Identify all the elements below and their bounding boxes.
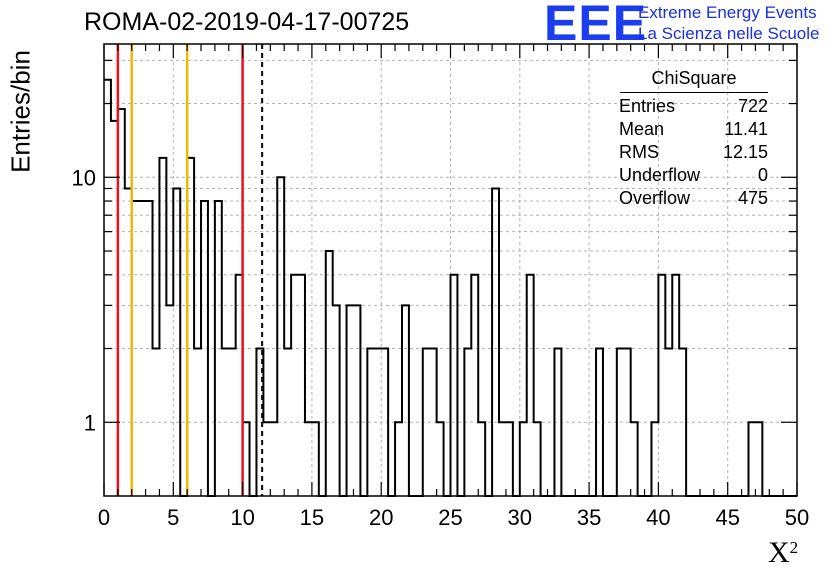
stats-row-rms: RMS 12.15 bbox=[612, 141, 772, 164]
histogram-bin bbox=[270, 422, 277, 496]
stats-value: 722 bbox=[737, 96, 768, 116]
x-tick-label: 10 bbox=[230, 505, 254, 530]
stats-label: Underflow bbox=[619, 165, 701, 185]
x-tick-label: 5 bbox=[167, 505, 179, 530]
stats-label: Overflow bbox=[619, 188, 691, 208]
histogram-bin bbox=[471, 275, 478, 496]
x-tick-label: 15 bbox=[300, 505, 324, 530]
histogram-bin bbox=[658, 275, 665, 496]
stats-row-overflow: Overflow 475 bbox=[612, 187, 772, 210]
axis-ticks bbox=[103, 44, 798, 496]
histogram-bin bbox=[159, 158, 166, 496]
stats-title: ChiSquare bbox=[620, 68, 768, 93]
histogram-bin bbox=[298, 275, 305, 496]
x-tick-label: 45 bbox=[715, 505, 739, 530]
histogram-bin bbox=[651, 422, 658, 496]
histogram-bin bbox=[173, 188, 180, 496]
histogram-bin bbox=[312, 422, 319, 496]
histogram-bin bbox=[104, 80, 111, 496]
histogram-bin bbox=[291, 275, 298, 496]
stats-box: ChiSquare Entries 722 Mean 11.41 RMS 12.15 Und… bbox=[612, 68, 772, 210]
histogram-bin bbox=[347, 305, 354, 496]
x-tick-label: 40 bbox=[646, 505, 670, 530]
histogram-bin bbox=[263, 422, 270, 496]
stats-row-underflow: Underflow 0 bbox=[612, 164, 772, 187]
histogram-bin bbox=[333, 305, 340, 496]
histogram-bin bbox=[527, 275, 534, 496]
logo-line-1: Extreme Energy Events bbox=[638, 3, 817, 22]
logo-line-2: La Scienza nelle Scuole bbox=[638, 24, 820, 43]
histogram-bin bbox=[748, 422, 755, 496]
histogram-bin bbox=[277, 177, 284, 496]
histogram-bin bbox=[520, 422, 527, 496]
x-axis-label: X2 bbox=[768, 536, 798, 570]
histogram-bin bbox=[478, 422, 485, 496]
x-tick-label: 30 bbox=[508, 505, 532, 530]
eee-logo-mark: EEE bbox=[544, 0, 648, 51]
x-axis-label-base: X bbox=[768, 536, 790, 569]
histogram-bin bbox=[672, 275, 679, 496]
stats-value: 12.15 bbox=[722, 142, 768, 162]
histogram-bin bbox=[166, 305, 173, 496]
histogram-bin bbox=[437, 422, 444, 496]
axis-tick-labels: 0 5 10 15 20 25 30 35 40 45 50 1 10 bbox=[72, 165, 810, 530]
histogram-bin bbox=[631, 422, 638, 496]
histogram-bin bbox=[755, 422, 762, 496]
x-axis-label-superscript: 2 bbox=[789, 538, 799, 557]
reference-lines bbox=[116, 44, 264, 496]
stats-rows: Entries 722 Mean 11.41 RMS 12.15 Underflow 0 Ove… bbox=[612, 95, 772, 210]
x-tick-label: 0 bbox=[98, 505, 110, 530]
stats-row-mean: Mean 11.41 bbox=[612, 118, 772, 141]
histogram-bin bbox=[305, 422, 312, 496]
chart-title: ROMA-02-2019-04-17-00725 bbox=[84, 8, 410, 36]
histogram-outline bbox=[104, 78, 797, 497]
stats-label: Mean bbox=[619, 119, 665, 139]
histogram-bin bbox=[402, 305, 409, 496]
y-tick-label: 10 bbox=[72, 165, 96, 190]
x-tick-label: 50 bbox=[785, 505, 809, 530]
stats-label: Entries bbox=[619, 96, 676, 116]
histogram-bin bbox=[395, 422, 402, 496]
stats-value: 475 bbox=[737, 188, 768, 208]
histogram-bin bbox=[451, 275, 458, 496]
histogram-bin bbox=[326, 251, 333, 496]
x-tick-label: 35 bbox=[577, 505, 601, 530]
histogram-bars bbox=[104, 78, 797, 497]
histogram-bin bbox=[492, 188, 499, 496]
y-tick-label: 1 bbox=[84, 410, 96, 435]
stats-value: 11.41 bbox=[724, 119, 768, 139]
histogram-bin bbox=[499, 422, 506, 496]
histogram-bin bbox=[534, 422, 541, 496]
stats-row-entries: Entries 722 bbox=[612, 95, 772, 118]
x-tick-label: 20 bbox=[369, 505, 393, 530]
stats-label: RMS bbox=[619, 142, 659, 162]
x-tick-label: 25 bbox=[438, 505, 462, 530]
stats-value: 0 bbox=[757, 165, 768, 185]
histogram-bin bbox=[506, 422, 513, 496]
histogram-bin bbox=[353, 305, 360, 496]
